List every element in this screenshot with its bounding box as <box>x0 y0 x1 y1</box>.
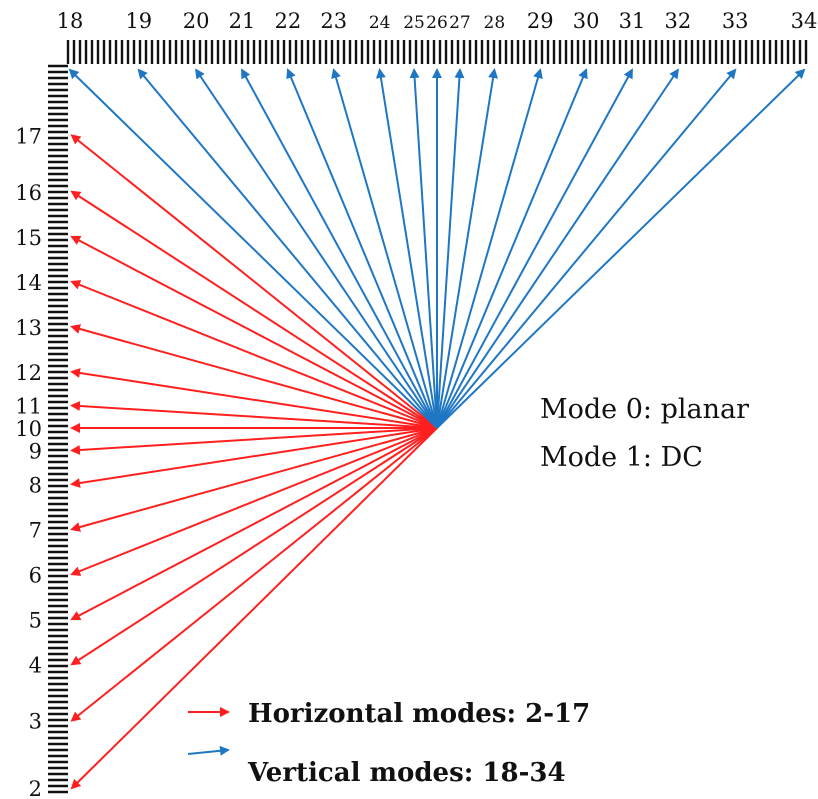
left-ruler-label-2: 2 <box>29 777 42 799</box>
horizontal-mode-arrow-6 <box>70 427 438 576</box>
dc-note: Mode 1: DC <box>540 442 703 473</box>
top-ruler-label-31: 31 <box>619 9 646 33</box>
horizontal-mode-arrow-11 <box>70 401 438 429</box>
top-ruler-label-26: 26 <box>426 13 448 33</box>
top-ruler-labels: 18 19 20 21 22 23 24 25 26 27 28 29 30 31 32 33 34 <box>57 9 818 33</box>
vertical-mode-arrow-20 <box>195 68 438 429</box>
top-ruler <box>66 40 808 64</box>
left-ruler-label-5: 5 <box>29 608 42 632</box>
legend: Horizontal modes: 2-17 Vertical modes: 1… <box>187 699 590 788</box>
top-ruler-label-25: 25 <box>403 13 425 33</box>
legend-horizontal-label: Horizontal modes: 2-17 <box>248 699 590 729</box>
vertical-mode-arrow-19 <box>137 68 438 429</box>
top-ruler-label-22: 22 <box>275 9 302 33</box>
left-ruler-label-15: 15 <box>15 226 42 250</box>
top-ruler-label-32: 32 <box>664 9 691 33</box>
top-ruler-label-24: 24 <box>369 13 391 33</box>
left-ruler-label-10: 10 <box>15 417 42 441</box>
top-ruler-label-30: 30 <box>573 9 600 33</box>
vertical-mode-arrow-25 <box>409 68 438 429</box>
left-ruler-label-6: 6 <box>29 563 42 587</box>
vertical-mode-arrow-22 <box>286 68 438 429</box>
horizontal-mode-arrow-17 <box>70 134 438 429</box>
left-ruler-label-17: 17 <box>15 125 42 149</box>
vertical-mode-arrow-32 <box>436 68 679 429</box>
horizontal-mode-arrow-7 <box>70 427 438 532</box>
horizontal-mode-arrow-9 <box>70 427 438 455</box>
vertical-mode-arrows <box>68 68 806 429</box>
left-ruler-label-13: 13 <box>15 316 42 340</box>
left-ruler-label-16: 16 <box>15 181 42 205</box>
top-ruler-label-33: 33 <box>722 9 749 33</box>
horizontal-mode-arrow-13 <box>70 324 438 429</box>
vertical-mode-arrow-30 <box>436 68 588 429</box>
vertical-mode-arrow-21 <box>241 68 438 429</box>
horizontal-mode-arrow-5 <box>70 427 438 621</box>
left-ruler-label-8: 8 <box>29 473 42 497</box>
horizontal-mode-arrow-16 <box>70 190 438 429</box>
horizontal-mode-arrow-2 <box>70 427 438 790</box>
top-ruler-label-21: 21 <box>229 9 256 33</box>
top-ruler-label-23: 23 <box>320 9 347 33</box>
horizontal-mode-arrow-14 <box>70 280 438 429</box>
vertical-mode-arrow-28 <box>436 68 499 429</box>
vertical-mode-arrow-18 <box>68 68 438 429</box>
legend-vertical-arrow <box>187 745 230 756</box>
top-ruler-label-18: 18 <box>57 9 84 33</box>
vertical-mode-arrow-34 <box>436 68 806 429</box>
vertical-mode-arrow-24 <box>375 68 438 429</box>
horizontal-mode-arrow-4 <box>70 427 438 666</box>
left-ruler-label-9: 9 <box>29 440 42 464</box>
top-ruler-label-29: 29 <box>527 9 554 33</box>
vertical-mode-arrow-23 <box>331 68 438 429</box>
left-ruler-label-14: 14 <box>15 271 42 295</box>
left-ruler-label-3: 3 <box>29 710 42 734</box>
left-ruler <box>48 64 68 794</box>
top-ruler-label-27: 27 <box>449 13 471 33</box>
top-ruler-label-20: 20 <box>183 9 210 33</box>
top-ruler-label-34: 34 <box>791 9 818 33</box>
vertical-mode-arrow-33 <box>436 68 737 429</box>
planar-note: Mode 0: planar <box>540 394 749 425</box>
horizontal-mode-arrow-12 <box>70 368 438 429</box>
vertical-mode-arrow-31 <box>436 68 633 429</box>
top-ruler-label-28: 28 <box>484 13 506 33</box>
horizontal-mode-arrow-8 <box>70 427 438 488</box>
legend-vertical-label: Vertical modes: 18-34 <box>247 758 566 788</box>
vertical-mode-arrow-29 <box>436 68 543 429</box>
left-ruler-label-7: 7 <box>29 518 42 542</box>
horizontal-mode-arrows <box>70 134 438 790</box>
left-ruler-label-11: 11 <box>15 395 42 419</box>
left-ruler-label-12: 12 <box>15 361 42 385</box>
left-ruler-label-4: 4 <box>29 653 42 677</box>
horizontal-mode-arrow-15 <box>70 235 438 429</box>
top-ruler-label-19: 19 <box>125 9 152 33</box>
vertical-mode-arrow-27 <box>436 68 465 429</box>
horizontal-mode-arrow-3 <box>70 427 438 722</box>
